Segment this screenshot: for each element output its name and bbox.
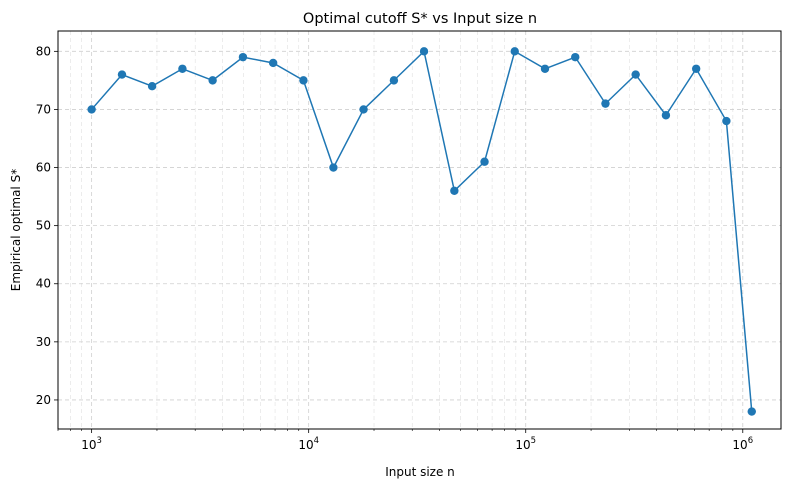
data-point xyxy=(661,111,671,120)
data-point xyxy=(389,76,399,85)
x-tick-label: 104 xyxy=(298,436,319,452)
x-tick-label: 103 xyxy=(81,436,102,452)
data-point xyxy=(747,407,756,416)
data-point xyxy=(419,47,429,56)
y-tick-label: 30 xyxy=(36,335,51,349)
data-point xyxy=(117,70,127,79)
data-point xyxy=(178,64,187,73)
data-point xyxy=(450,186,459,195)
x-axis: 103 104 105 106 xyxy=(57,429,753,452)
data-point xyxy=(631,70,640,79)
y-tick-label: 50 xyxy=(36,219,51,233)
y-tick-label: 20 xyxy=(36,393,51,407)
data-point xyxy=(299,76,308,85)
y-tick-label: 60 xyxy=(36,161,51,175)
data-point xyxy=(329,163,338,172)
y-axis-label: Empirical optimal S* xyxy=(9,169,23,291)
y-tick-label: 40 xyxy=(36,277,51,291)
x-axis-label: Input size n xyxy=(385,465,455,479)
data-point xyxy=(147,81,157,91)
data-point xyxy=(691,64,701,73)
chart-title: Optimal cutoff S* vs Input size n xyxy=(303,11,537,27)
x-tick-label: 106 xyxy=(732,436,753,452)
data-point xyxy=(87,105,96,114)
data-point xyxy=(359,105,368,114)
data-point xyxy=(510,47,519,56)
y-tick-label: 70 xyxy=(36,102,51,116)
y-tick-label: 80 xyxy=(36,44,51,58)
plot-frame xyxy=(57,30,782,430)
data-point xyxy=(571,52,580,62)
series-line xyxy=(91,49,753,412)
y-axis: 20 30 40 50 60 70 80 xyxy=(36,44,58,407)
data-point xyxy=(601,99,610,108)
data-point xyxy=(268,58,278,68)
series-layer xyxy=(87,47,756,416)
data-point xyxy=(208,76,217,85)
data-point xyxy=(540,64,550,73)
grid xyxy=(57,31,781,429)
x-tick-label: 105 xyxy=(515,436,536,452)
data-point xyxy=(238,52,248,62)
data-point xyxy=(480,157,489,166)
data-point xyxy=(722,116,731,126)
